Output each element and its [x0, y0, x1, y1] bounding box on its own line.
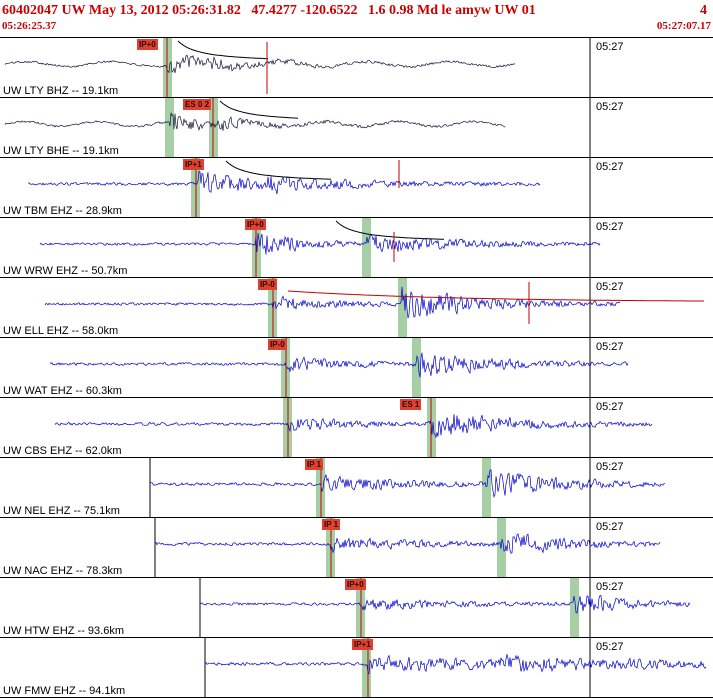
waveform-canvas[interactable] [0, 218, 713, 277]
phase-pick-label[interactable]: IP 1 [322, 519, 341, 530]
phase-pick-label[interactable]: IP 1 [305, 459, 324, 470]
minute-time-label: 05:27 [596, 161, 624, 173]
trace-panel-5: IP-0 UW ELL EHZ -- 58.0km 05:27 [0, 278, 713, 338]
trace-panel-9: IP 1 UW NAC EHZ -- 78.3km 05:27 [0, 518, 713, 578]
seismogram-waveform [39, 232, 601, 255]
waveform-canvas[interactable] [0, 98, 713, 157]
trace-panel-8: IP 1 UW NEL EHZ -- 75.1km 05:27 [0, 458, 713, 518]
pick-highlight-band [398, 278, 407, 337]
pick-highlight-band [362, 638, 371, 697]
trace-panel-2: ES 0 2 UW LTY BHE -- 19.1km 05:27 [0, 98, 713, 158]
minute-time-label: 05:27 [596, 521, 624, 533]
coda-decay-curve [177, 40, 269, 60]
seismogram-waveform [54, 414, 653, 438]
seismogram-waveform [154, 533, 661, 554]
panel-stack: IP+0 UW LTY BHZ -- 19.1km 05:27 ES 0 2 UW LT… [0, 37, 713, 698]
phase-pick-label[interactable]: IP+0 [345, 579, 366, 590]
coda-decay-curve [225, 160, 332, 180]
pick-highlight-band [362, 218, 371, 277]
minute-time-label: 05:27 [596, 641, 624, 653]
trace-panel-7: ES 1 UW CBS EHZ -- 62.0km 05:27 [0, 398, 713, 458]
station-label: UW ELL EHZ -- 58.0km [3, 325, 119, 337]
phase-pick-label[interactable]: IP+0 [245, 219, 266, 230]
phase-pick-label[interactable]: IP+1 [352, 639, 373, 650]
station-label: UW HTW EHZ -- 93.6km [3, 625, 124, 637]
window-start-time: 05:26:25.37 [2, 20, 57, 32]
seismogram-waveform [4, 112, 506, 131]
event-summary: 60402047 UW May 13, 2012 05:26:31.82 47.… [2, 2, 536, 18]
station-label: UW FMW EHZ -- 94.1km [3, 685, 126, 697]
event-header: 60402047 UW May 13, 2012 05:26:31.82 47.… [0, 0, 713, 20]
station-label: UW LTY BHE -- 19.1km [3, 145, 119, 157]
pick-highlight-band [570, 578, 579, 637]
event-flag: 4 [700, 2, 707, 18]
minute-time-label: 05:27 [596, 461, 624, 473]
station-label: UW LTY BHZ -- 19.1km [3, 85, 119, 97]
trace-panel-3: IP+1 UW TBM EHZ -- 28.9km 05:27 [0, 158, 713, 218]
waveform-canvas[interactable] [0, 278, 713, 337]
minute-time-label: 05:27 [596, 221, 624, 233]
phase-pick-label[interactable]: IP-0 [258, 279, 277, 290]
coda-decay-curve [219, 100, 299, 119]
waveform-canvas[interactable] [0, 38, 713, 97]
station-label: UW NEL EHZ -- 75.1km [3, 505, 120, 517]
seismogram-waveform [199, 595, 691, 614]
pick-highlight-band [412, 338, 421, 397]
time-range-bar: 05:26:25.37 05:27:07.17 [0, 20, 713, 37]
trace-panel-6: IP-0 UW WAT EHZ -- 60.3km 05:27 [0, 338, 713, 398]
seismogram-waveform [4, 54, 516, 74]
coda-decay-curve [335, 220, 445, 240]
seismogram-waveform [149, 469, 666, 499]
phase-pick-label[interactable]: IP-0 [268, 339, 287, 350]
seismogram-waveform [204, 654, 707, 675]
minute-time-label: 05:27 [596, 41, 624, 53]
seismogram-waveform [44, 286, 621, 319]
coda-decay-curve [287, 290, 704, 302]
station-label: UW NAC EHZ -- 78.3km [3, 565, 123, 577]
pick-highlight-band [165, 98, 174, 157]
waveform-canvas[interactable] [0, 398, 713, 457]
minute-time-label: 05:27 [596, 101, 624, 113]
station-label: UW WAT EHZ -- 60.3km [3, 385, 122, 397]
pick-highlight-band [497, 518, 506, 577]
pick-highlight-band [482, 458, 491, 517]
trace-panel-11: IP+1 UW FMW EHZ -- 94.1km 05:27 [0, 638, 713, 698]
minute-time-label: 05:27 [596, 581, 624, 593]
phase-pick-label[interactable]: ES 0 2 [183, 99, 212, 110]
trace-panel-1: IP+0 UW LTY BHZ -- 19.1km 05:27 [0, 38, 713, 98]
minute-time-label: 05:27 [596, 281, 624, 293]
seismogram-waveform [28, 171, 541, 195]
station-label: UW WRW EHZ -- 50.7km [3, 265, 128, 277]
trace-panel-4: IP+0 UW WRW EHZ -- 50.7km 05:27 [0, 218, 713, 278]
station-label: UW CBS EHZ -- 62.0km [3, 445, 122, 457]
phase-pick-label[interactable]: IP+1 [183, 159, 204, 170]
phase-pick-label[interactable]: IP+0 [137, 39, 158, 50]
trace-panel-10: IP+0 UW HTW EHZ -- 93.6km 05:27 [0, 578, 713, 638]
phase-pick-label[interactable]: ES 1 [400, 399, 422, 410]
window-end-time: 05:27:07.17 [656, 20, 711, 32]
seismogram-waveform [49, 352, 629, 378]
station-label: UW TBM EHZ -- 28.9km [3, 205, 122, 217]
minute-time-label: 05:27 [596, 401, 624, 413]
waveform-canvas[interactable] [0, 578, 713, 637]
minute-time-label: 05:27 [596, 341, 624, 353]
